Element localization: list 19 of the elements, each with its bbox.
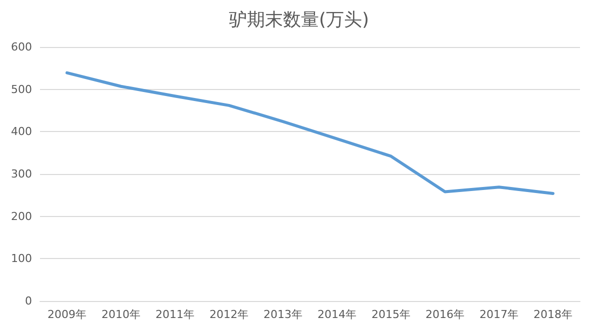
x-tick-label: 2014年: [318, 308, 356, 321]
y-tick-label: 0: [25, 294, 32, 308]
x-tick-label: 2013年: [264, 308, 302, 321]
y-tick-label: 500: [11, 82, 32, 96]
x-tick-label: 2016年: [426, 308, 464, 321]
y-tick-label: 100: [11, 252, 32, 266]
y-tick-label: 300: [11, 168, 32, 180]
chart-title: 驴期末数量(万头): [228, 10, 370, 30]
y-tick-label: 400: [11, 125, 32, 138]
line-series: [66, 71, 554, 195]
y-tick-label: 600: [11, 40, 32, 54]
x-tick-label: 2010年: [102, 308, 140, 321]
x-tick-label: 2009年: [48, 308, 86, 321]
y-tick-label: 200: [11, 210, 32, 223]
x-tick-label: 2011年: [156, 308, 194, 321]
x-tick-label: 2018年: [534, 308, 572, 321]
x-tick-label: 2012年: [210, 308, 248, 321]
x-tick-label: 2015年: [372, 308, 410, 321]
x-tick-label: 2017年: [480, 308, 518, 321]
